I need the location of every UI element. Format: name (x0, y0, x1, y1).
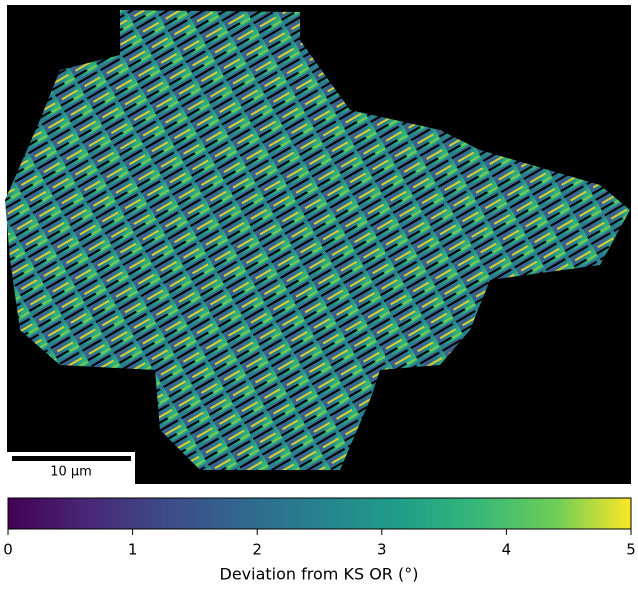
colorbar-tick-label: 1 (128, 541, 138, 559)
scale-bar (12, 456, 131, 461)
colorbar-tick-label: 0 (3, 541, 13, 559)
page: 10 µm Deviation from KS OR (°) 012345 ((… (0, 0, 638, 589)
colorbar-tick-label: 2 (252, 541, 262, 559)
colorbar-tick-label: 4 (502, 541, 512, 559)
colorbar (8, 498, 631, 529)
figure: 10 µm Deviation from KS OR (°) 0 1 2 3 4 5 (0, 0, 638, 585)
colorbar-label: Deviation from KS OR (°) (220, 565, 419, 584)
colorbar-tick-label: 5 (626, 541, 636, 559)
colorbar-tick-label: 3 (377, 541, 387, 559)
scale-bar-label: 10 µm (50, 465, 92, 480)
